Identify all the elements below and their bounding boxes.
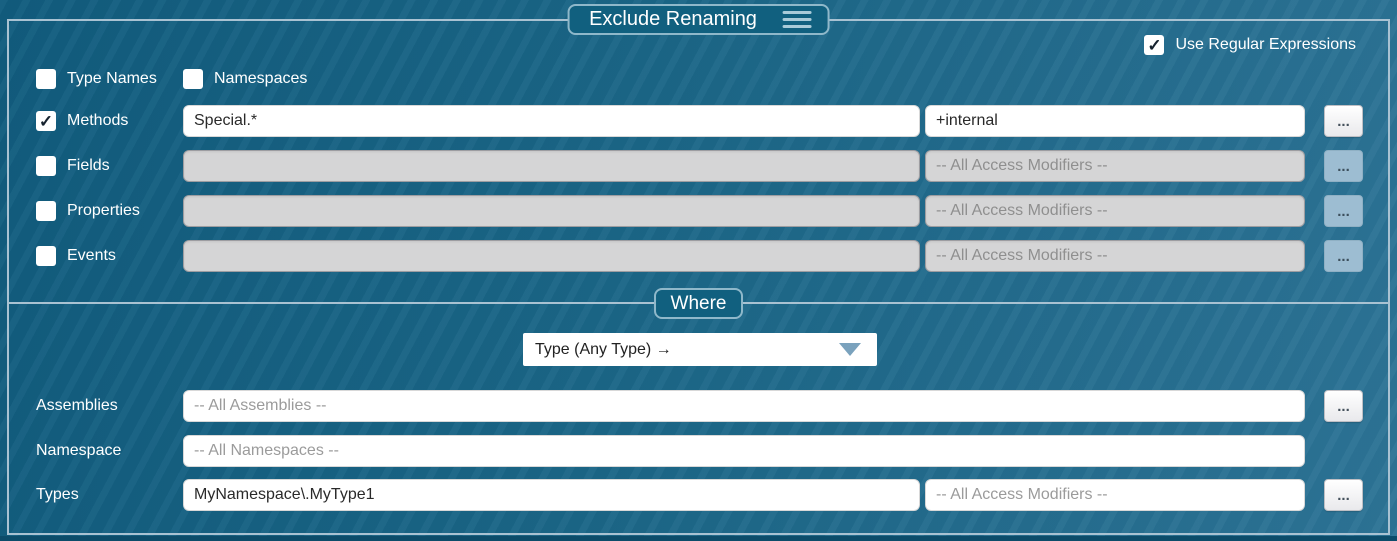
events-pattern-input	[183, 240, 920, 272]
methods-row: Methods ...	[36, 105, 1363, 137]
events-checkbox[interactable]	[36, 246, 56, 266]
assemblies-input[interactable]	[183, 390, 1305, 422]
properties-browse-button: ...	[1324, 195, 1363, 227]
type-names-label: Type Names	[67, 70, 157, 87]
toggle-row: Type Names Namespaces	[36, 63, 307, 95]
events-label: Events	[67, 247, 116, 264]
events-browse-button: ...	[1324, 240, 1363, 272]
properties-label: Properties	[67, 202, 140, 219]
properties-modifiers-input	[925, 195, 1305, 227]
assemblies-label: Assemblies	[36, 397, 118, 414]
types-label: Types	[36, 486, 79, 503]
type-scope-value: Type (Any Type) →	[535, 340, 672, 358]
chevron-down-icon	[839, 343, 861, 356]
fields-label: Fields	[67, 157, 110, 174]
use-regex-checkbox[interactable]	[1144, 35, 1165, 55]
types-row: Types ...	[36, 479, 1363, 511]
methods-checkbox[interactable]	[36, 111, 56, 131]
menu-icon[interactable]	[782, 11, 812, 28]
use-regex-label: Use Regular Expressions	[1175, 36, 1356, 53]
fields-modifiers-input	[925, 150, 1305, 182]
panel-header: Exclude Renaming	[567, 4, 830, 35]
methods-modifiers-input[interactable]	[925, 105, 1305, 137]
namespace-input[interactable]	[183, 435, 1305, 467]
events-modifiers-input	[925, 240, 1305, 272]
fields-row: Fields ...	[36, 150, 1363, 182]
types-browse-button[interactable]: ...	[1324, 479, 1363, 511]
where-title: Where	[670, 292, 727, 314]
properties-row: Properties ...	[36, 195, 1363, 227]
namespaces-toggle: Namespaces	[183, 69, 307, 89]
methods-pattern-input[interactable]	[183, 105, 920, 137]
namespaces-label: Namespaces	[214, 70, 308, 87]
namespace-label: Namespace	[36, 442, 122, 459]
assemblies-row: Assemblies ...	[36, 390, 1363, 422]
methods-browse-button[interactable]: ...	[1324, 105, 1363, 137]
type-scope-select[interactable]: Type (Any Type) →	[523, 333, 877, 366]
assemblies-browse-button[interactable]: ...	[1324, 390, 1363, 422]
properties-checkbox[interactable]	[36, 201, 56, 221]
types-input[interactable]	[183, 479, 920, 511]
fields-browse-button: ...	[1324, 150, 1363, 182]
bottom-strip	[0, 536, 1397, 541]
types-modifiers-input[interactable]	[925, 479, 1305, 511]
namespace-row: Namespace	[36, 435, 1305, 467]
methods-label: Methods	[67, 112, 129, 129]
where-header: Where	[653, 288, 744, 319]
events-row: Events ...	[36, 240, 1363, 272]
type-names-toggle: Type Names	[36, 69, 183, 89]
use-regex-row: Use Regular Expressions	[1144, 35, 1356, 55]
properties-pattern-input	[183, 195, 920, 227]
panel-title: Exclude Renaming	[589, 8, 757, 30]
fields-checkbox[interactable]	[36, 156, 56, 176]
type-names-checkbox[interactable]	[36, 69, 56, 89]
fields-pattern-input	[183, 150, 920, 182]
namespaces-checkbox[interactable]	[183, 69, 203, 89]
